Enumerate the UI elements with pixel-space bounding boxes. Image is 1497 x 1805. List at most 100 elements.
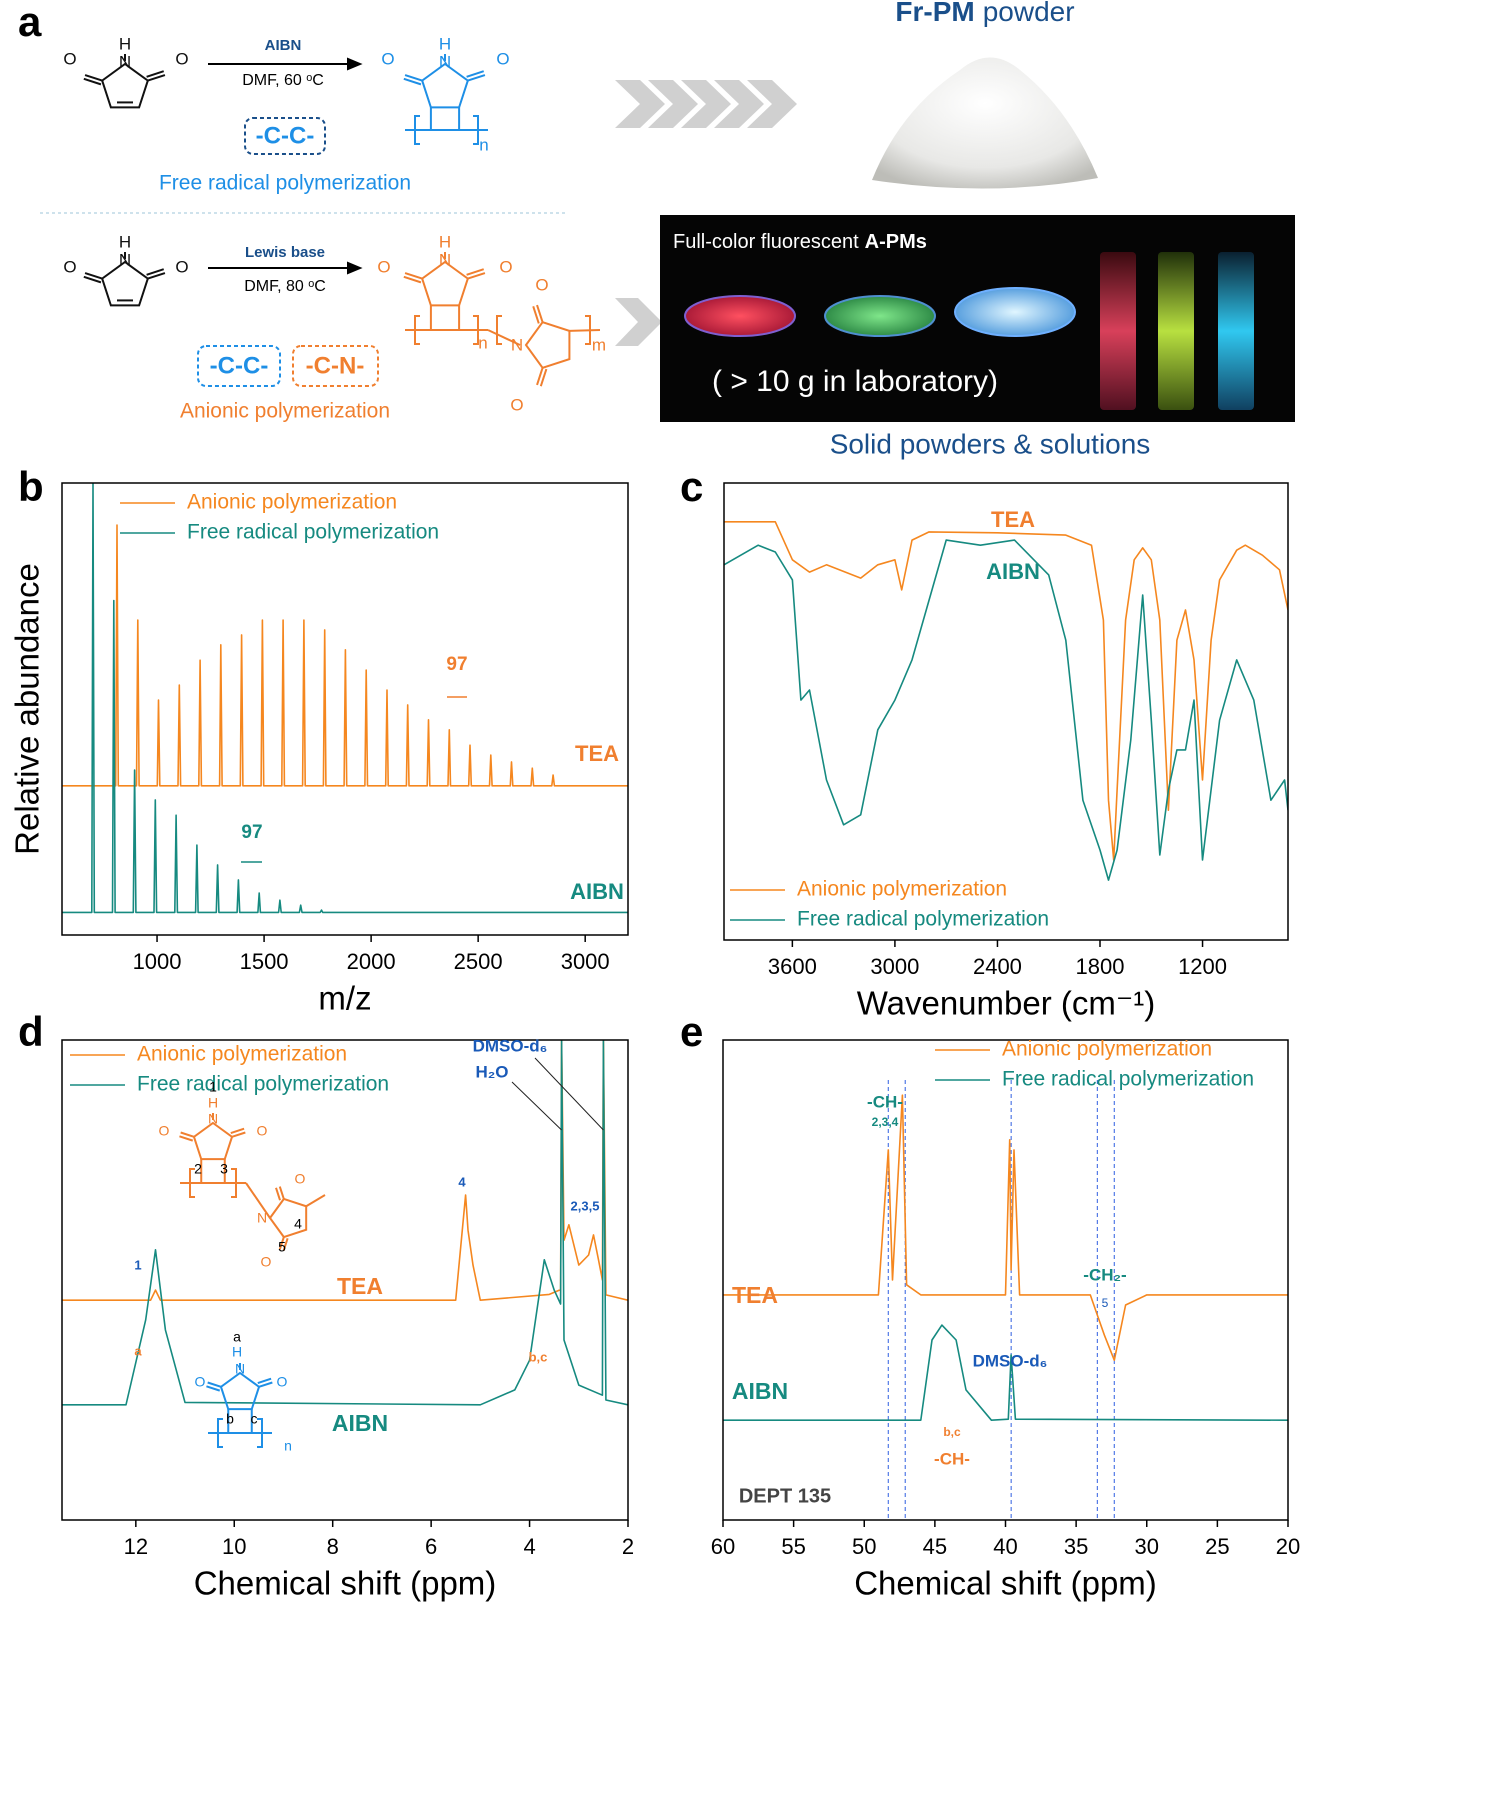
atom-label: H: [119, 232, 131, 251]
bond: [245, 1182, 271, 1219]
atom-label: m: [592, 335, 606, 354]
legend-label: Anionic polymerization: [187, 491, 397, 514]
atom-label: n: [284, 1438, 292, 1454]
bracket: [217, 1418, 223, 1448]
atom-label: O: [195, 1374, 206, 1390]
x-tick-label: 50: [852, 1534, 876, 1559]
bond: [467, 272, 486, 280]
plot-frame: [61, 1039, 629, 1521]
atom-label: N: [208, 1111, 218, 1127]
annotation: AIBN: [732, 1378, 788, 1404]
bracket: [585, 315, 591, 345]
ring: [524, 320, 571, 370]
bond: [511, 1081, 562, 1131]
atom-label: O: [381, 49, 394, 68]
x-tick-label: 35: [1064, 1534, 1088, 1559]
annotation: TEA: [732, 1282, 778, 1308]
bond: [230, 1127, 245, 1134]
bond-type: -C-C-: [210, 352, 269, 379]
bracket: [189, 1168, 195, 1198]
bond-box: [292, 345, 379, 387]
bond: [539, 368, 548, 387]
bond: [532, 305, 540, 324]
annotation: DMSO-d₆: [973, 1351, 1048, 1370]
x-tick-label: 25: [1205, 1534, 1229, 1559]
ring: [219, 1371, 261, 1411]
atom-label: H: [119, 34, 131, 53]
x-tick-label: 60: [711, 1534, 735, 1559]
annotation: TEA: [991, 507, 1035, 532]
atom-label: O: [295, 1171, 306, 1187]
ring: [100, 62, 150, 109]
vial-red: [1100, 252, 1136, 410]
conditions: DMF, 60 ᵒC: [242, 72, 324, 89]
vial-blue: [1218, 252, 1254, 410]
scale-note: ( > 10 g in laboratory): [712, 365, 998, 398]
atom-label: O: [175, 257, 188, 276]
x-tick-label: 20: [1276, 1534, 1300, 1559]
atom-label: O: [257, 1123, 268, 1139]
x-axis-label: Wavenumber (cm⁻¹): [857, 985, 1156, 1022]
annotation: AIBN: [570, 879, 624, 904]
bond: [83, 275, 102, 284]
annotation: b,c: [529, 1349, 548, 1364]
bond: [179, 1135, 194, 1142]
bond: [534, 1057, 604, 1131]
atom-label: N: [439, 250, 451, 269]
bond: [258, 1381, 273, 1388]
atom-label: O: [261, 1254, 272, 1270]
annotation: TEA: [337, 1273, 383, 1299]
annotation: AIBN: [986, 559, 1040, 584]
annotation: -CH-: [934, 1449, 970, 1468]
annotation: 97: [446, 654, 467, 675]
panel-label: b: [18, 463, 44, 510]
chevrons: [615, 80, 797, 346]
powder-title-rest: powder: [983, 0, 1075, 27]
bond: [147, 74, 166, 82]
ring: [100, 260, 150, 307]
bracket: [414, 115, 420, 145]
atom-label: N: [257, 1210, 267, 1226]
annotation: AIBN: [332, 1410, 388, 1436]
atom-label: 5: [278, 1239, 286, 1255]
x-tick-label: 8: [327, 1534, 339, 1559]
annotation: a: [134, 1343, 142, 1358]
photo-title: Solid powders & solutions: [830, 428, 1151, 459]
legend-label: Free radical polymerization: [1002, 1068, 1254, 1091]
atom-label: H: [439, 34, 451, 53]
bond: [206, 1385, 221, 1392]
panel-label: a: [18, 0, 42, 45]
atom-label: O: [377, 257, 390, 276]
reagent: Lewis base: [245, 244, 325, 261]
x-tick-label: 3000: [870, 954, 919, 979]
bond: [84, 272, 103, 280]
atom-label: N: [119, 250, 131, 269]
bond: [487, 329, 521, 346]
bond: [84, 74, 103, 82]
atom-label: O: [496, 49, 509, 68]
bond: [404, 272, 423, 280]
bond: [278, 1236, 285, 1250]
x-tick-label: 12: [124, 1534, 148, 1559]
dish-green: [824, 295, 936, 337]
bond: [467, 74, 486, 82]
atom-label: c: [251, 1411, 258, 1427]
x-axis-label: Chemical shift (ppm): [854, 1565, 1157, 1602]
atom-label: O: [159, 1123, 170, 1139]
spectrum-line: [724, 521, 1288, 861]
atom-label: a: [233, 1329, 241, 1345]
dish-blue: [954, 287, 1076, 337]
x-tick-label: 30: [1135, 1534, 1159, 1559]
bond: [569, 329, 601, 332]
bond-type: -C-C-: [256, 122, 315, 149]
ring: [420, 62, 470, 109]
atom-label: b: [226, 1411, 234, 1427]
atom-label: 4: [294, 1216, 302, 1232]
bond: [231, 1131, 246, 1138]
bracket: [231, 1168, 237, 1198]
x-tick-label: 55: [781, 1534, 805, 1559]
x-tick-label: 45: [923, 1534, 947, 1559]
x-axis-label: Chemical shift (ppm): [194, 1565, 497, 1602]
bond: [278, 1186, 285, 1200]
bond-box: [197, 345, 281, 387]
